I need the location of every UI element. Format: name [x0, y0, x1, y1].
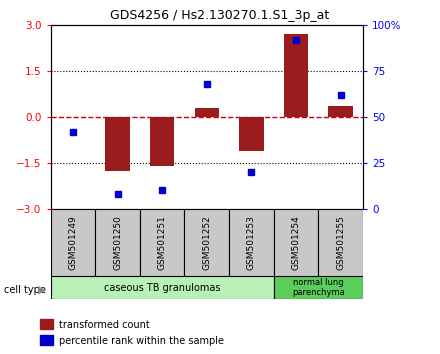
- Bar: [51, 276, 274, 299]
- Text: GSM501250: GSM501250: [113, 215, 122, 270]
- Text: GSM501252: GSM501252: [202, 215, 211, 270]
- Bar: [274, 209, 319, 276]
- Bar: [284, 34, 308, 117]
- Text: GSM501249: GSM501249: [68, 215, 77, 270]
- Text: percentile rank within the sample: percentile rank within the sample: [59, 336, 224, 346]
- Bar: [105, 117, 130, 171]
- Text: GSM501255: GSM501255: [336, 215, 345, 270]
- Bar: [274, 276, 363, 299]
- Text: normal lung
parenchyma: normal lung parenchyma: [292, 278, 345, 297]
- Bar: [184, 209, 229, 276]
- Text: transformed count: transformed count: [59, 320, 150, 330]
- Bar: [328, 106, 353, 117]
- Bar: [51, 209, 95, 276]
- Text: caseous TB granulomas: caseous TB granulomas: [104, 282, 220, 293]
- Text: GSM501251: GSM501251: [158, 215, 167, 270]
- Bar: [40, 319, 53, 329]
- Bar: [95, 209, 140, 276]
- Text: GDS4256 / Hs2.130270.1.S1_3p_at: GDS4256 / Hs2.130270.1.S1_3p_at: [110, 9, 330, 22]
- Bar: [40, 335, 53, 345]
- Bar: [140, 209, 184, 276]
- Bar: [229, 209, 274, 276]
- Bar: [319, 209, 363, 276]
- Bar: [239, 117, 264, 150]
- Bar: [194, 108, 219, 117]
- Text: cell type: cell type: [4, 285, 46, 295]
- Text: ▶: ▶: [38, 285, 47, 295]
- Text: GSM501254: GSM501254: [292, 215, 301, 270]
- Text: GSM501253: GSM501253: [247, 215, 256, 270]
- Bar: [150, 117, 174, 166]
